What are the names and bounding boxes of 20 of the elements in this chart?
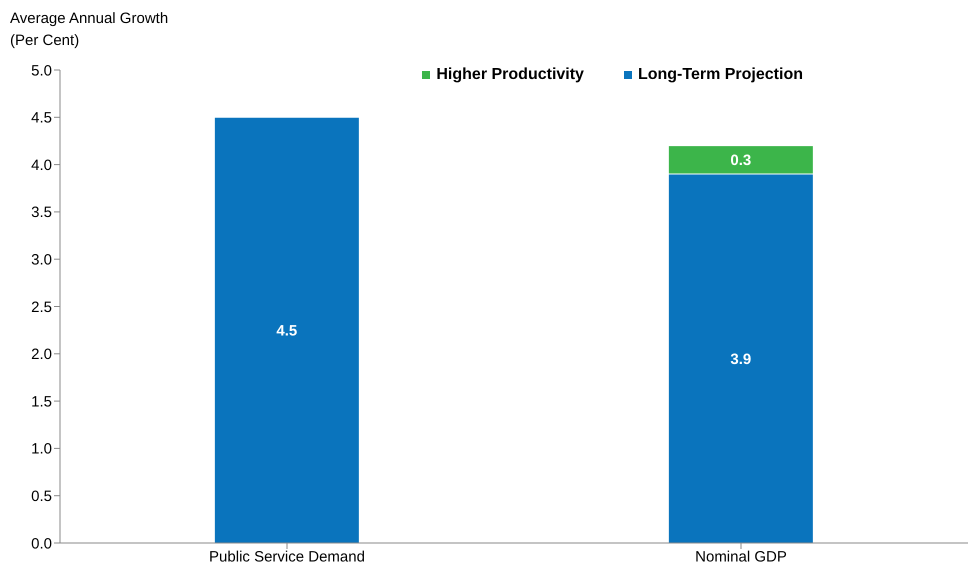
legend-label: Higher Productivity	[436, 66, 584, 84]
bar	[214, 116, 360, 543]
legend-label: Long-Term Projection	[638, 66, 803, 84]
data-label: 3.9	[730, 350, 752, 368]
y-tick-label: 0.5	[31, 488, 52, 506]
x-tick-label: Public Service Demand	[209, 548, 365, 566]
y-tick-label: 2.5	[31, 298, 52, 316]
data-label: 4.5	[276, 322, 298, 340]
y-axis-title: Average Annual Growth (Per Cent)	[10, 9, 170, 51]
y-tick-label: 3.0	[31, 252, 52, 269]
y-tick-label: 1.5	[31, 393, 52, 410]
y-tick-label: 3.5	[31, 204, 52, 222]
y-tick-label: 1.0	[31, 440, 52, 458]
y-tick-label: 4.5	[31, 110, 52, 127]
y-tick-label: 5.0	[31, 62, 52, 80]
y-tick-label: 4.0	[31, 156, 52, 174]
y-tick-label: 0.0	[31, 535, 52, 552]
x-tick-label: Nominal GDP	[695, 548, 787, 566]
y-tick-label: 2.0	[31, 346, 52, 364]
data-label: 0.3	[730, 152, 752, 170]
